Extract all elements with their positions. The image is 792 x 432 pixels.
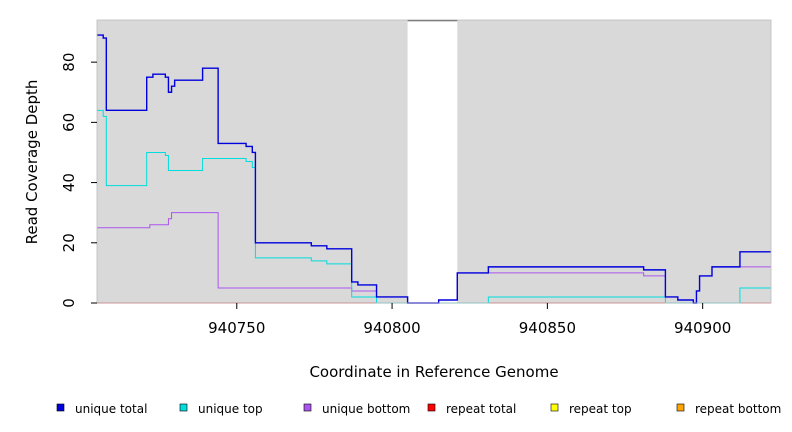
x-tick-label: 940900 [674,319,731,337]
plot-frame [96,19,772,304]
x-tick-label: 940750 [208,319,265,337]
legend-label: unique bottom [322,402,410,416]
legend-label: unique top [198,402,263,416]
legend-swatch [427,403,436,412]
legend-label: repeat total [446,402,516,416]
legend-swatch [56,403,65,412]
x-axis: 940750 940800 940850 940900 [208,303,731,337]
legend-swatch [550,403,559,412]
y-axis-label: Read Coverage Depth [23,80,41,245]
y-tick-label: 60 [60,113,78,132]
series-line-unique-top [97,109,771,304]
legend-label: repeat bottom [695,402,781,416]
legend-swatch [676,403,685,412]
legend-label: unique total [75,402,147,416]
legend-swatch [303,403,312,412]
x-axis-label: Coordinate in Reference Genome [309,363,558,381]
y-axis: 0 20 40 60 80 [60,53,97,308]
uncovered-region [407,20,458,303]
x-tick-label: 940850 [519,319,576,337]
x-tick-label: 940800 [363,319,420,337]
legend-swatch [179,403,188,412]
y-tick-label: 20 [60,233,78,252]
y-tick-label: 0 [60,298,78,308]
legend: unique total unique top unique bottom repea… [56,402,781,416]
legend-label: repeat top [569,402,632,416]
y-tick-label: 40 [60,173,78,192]
y-tick-label: 80 [60,53,78,72]
series-line-unique-total [97,34,771,304]
